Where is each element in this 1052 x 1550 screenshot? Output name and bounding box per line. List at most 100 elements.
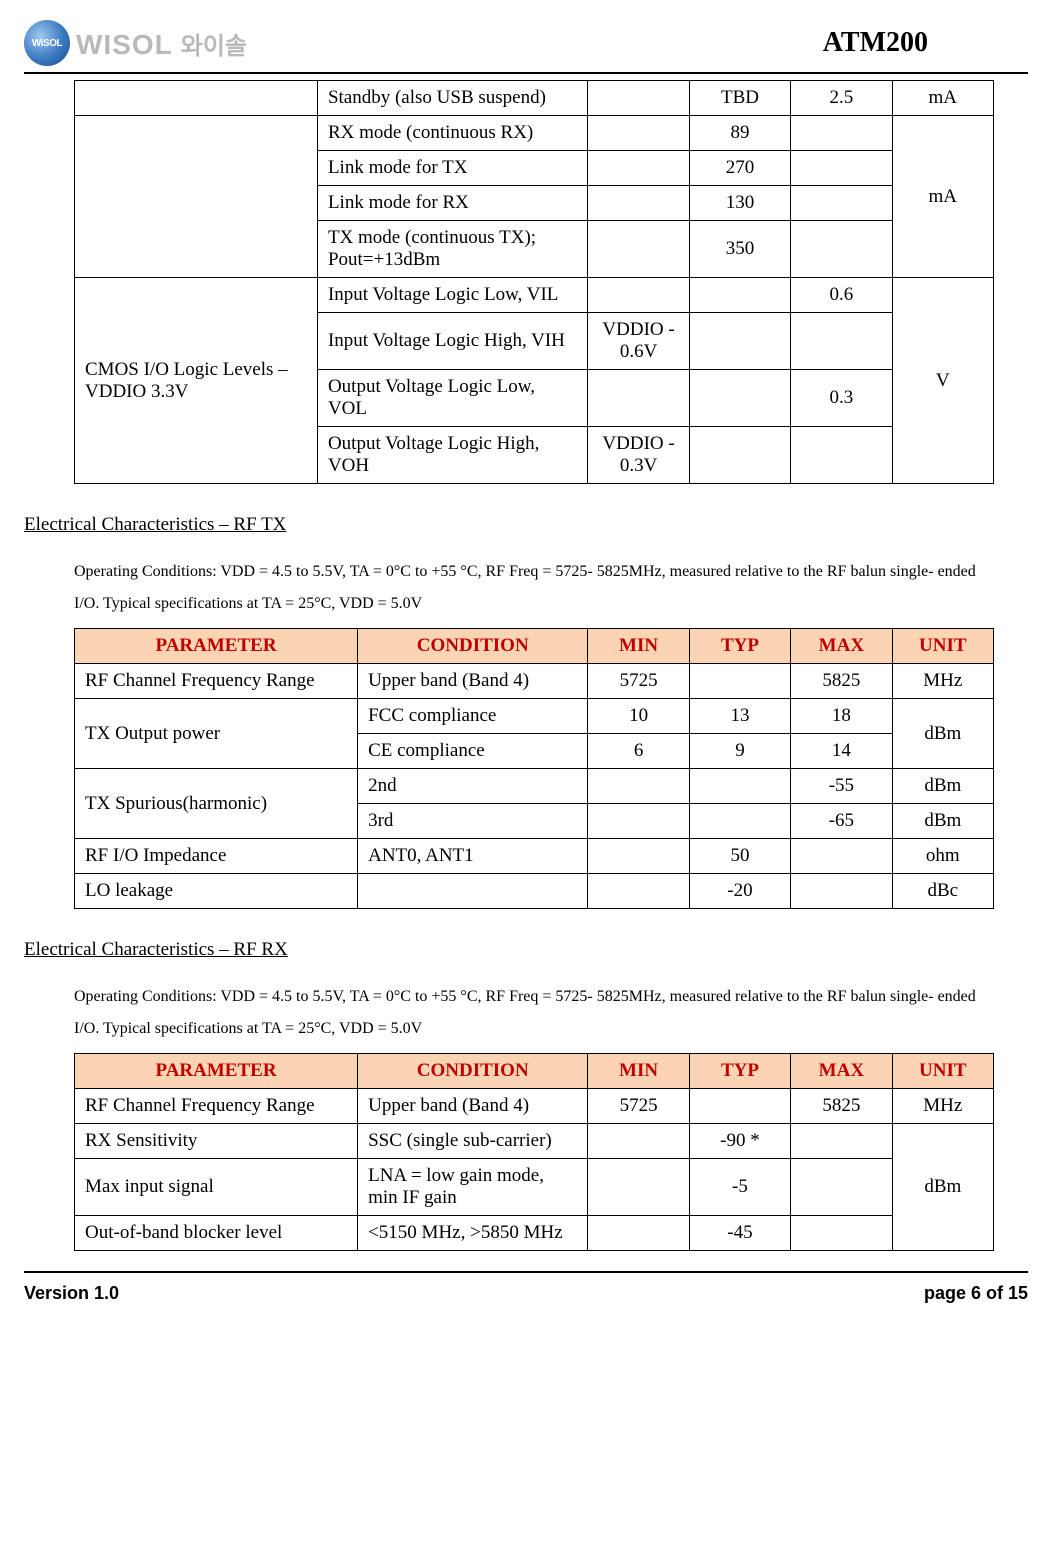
column-header: TYP xyxy=(689,1054,790,1089)
cell-min xyxy=(588,1216,689,1251)
cell-condition: Output Voltage Logic High, VOH xyxy=(317,427,587,484)
cell-max: 5825 xyxy=(791,1089,892,1124)
cell-condition: Standby (also USB suspend) xyxy=(317,81,587,116)
cell-unit: MHz xyxy=(892,664,993,699)
cell-min: 6 xyxy=(588,734,689,769)
page-number: page 6 of 15 xyxy=(924,1283,1028,1304)
cell-max: 18 xyxy=(791,699,892,734)
column-header: CONDITION xyxy=(358,1054,588,1089)
table-row: RX mode (continuous RX)89mA xyxy=(75,116,994,151)
cell-min xyxy=(588,81,689,116)
cell-condition: Link mode for TX xyxy=(317,151,587,186)
cell-typ: 9 xyxy=(689,734,790,769)
cell-max xyxy=(791,1159,892,1216)
cell-unit: mA xyxy=(892,81,993,116)
cell-min xyxy=(588,769,689,804)
cell-max: -55 xyxy=(791,769,892,804)
cell-condition xyxy=(358,874,588,909)
cell-max xyxy=(791,839,892,874)
cell-unit: dBc xyxy=(892,874,993,909)
column-header: MIN xyxy=(588,1054,689,1089)
logo-icon: WiSOL xyxy=(24,20,70,66)
conditions-rfrx: Operating Conditions: VDD = 4.5 to 5.5V,… xyxy=(74,981,1004,1045)
cell-parameter: LO leakage xyxy=(75,874,358,909)
table-row: RX SensitivitySSC (single sub-carrier) -9… xyxy=(75,1124,994,1159)
cell-max: 0.3 xyxy=(791,370,892,427)
cell-max xyxy=(791,186,892,221)
cell-unit: dBm xyxy=(892,1124,993,1251)
cell-condition: Input Voltage Logic Low, VIL xyxy=(317,278,587,313)
cell-condition: 3rd xyxy=(358,804,588,839)
cell-min: VDDIO - 0.3V xyxy=(588,427,689,484)
cell-unit: dBm xyxy=(892,769,993,804)
cell-condition: TX mode (continuous TX); Pout=+13dBm xyxy=(317,221,587,278)
cell-max xyxy=(791,427,892,484)
cell-min xyxy=(588,116,689,151)
cell-min xyxy=(588,1124,689,1159)
cell-condition: ANT0, ANT1 xyxy=(358,839,588,874)
cell-parameter xyxy=(75,116,318,278)
cell-condition: Input Voltage Logic High, VIH xyxy=(317,313,587,370)
cell-condition: LNA = low gain mode, min IF gain xyxy=(358,1159,588,1216)
cell-min xyxy=(588,370,689,427)
cell-min xyxy=(588,804,689,839)
cell-condition: Upper band (Band 4) xyxy=(358,664,588,699)
cell-parameter: CMOS I/O Logic Levels – VDDIO 3.3V xyxy=(75,278,318,484)
cell-condition: SSC (single sub-carrier) xyxy=(358,1124,588,1159)
column-header: CONDITION xyxy=(358,629,588,664)
cell-typ: -90 * xyxy=(689,1124,790,1159)
cell-max: 2.5 xyxy=(791,81,892,116)
cell-min xyxy=(588,839,689,874)
cell-min: VDDIO - 0.6V xyxy=(588,313,689,370)
cell-typ: 130 xyxy=(689,186,790,221)
page-footer: Version 1.0 page 6 of 15 xyxy=(24,1271,1028,1324)
cell-parameter: RF Channel Frequency Range xyxy=(75,664,358,699)
column-header: MAX xyxy=(791,629,892,664)
section-title-rfrx: Electrical Characteristics – RF RX xyxy=(24,939,1028,961)
cell-typ xyxy=(689,313,790,370)
cell-max xyxy=(791,1216,892,1251)
product-code: ATM200 xyxy=(823,27,1028,59)
cell-parameter: RF I/O Impedance xyxy=(75,839,358,874)
table-row: Standby (also USB suspend)TBD2.5mA xyxy=(75,81,994,116)
page-header: WiSOL WISOL 와이솔 ATM200 xyxy=(24,20,1028,74)
cell-condition: CE compliance xyxy=(358,734,588,769)
cell-min xyxy=(588,874,689,909)
cell-unit: dBm xyxy=(892,699,993,769)
table-row: Out-of-band blocker level<5150 MHz, >585… xyxy=(75,1216,994,1251)
logo-korean: 와이솔 xyxy=(181,26,247,61)
cell-max: 5825 xyxy=(791,664,892,699)
cell-parameter: RF Channel Frequency Range xyxy=(75,1089,358,1124)
column-header: MAX xyxy=(791,1054,892,1089)
cell-parameter: RX Sensitivity xyxy=(75,1124,358,1159)
cell-max xyxy=(791,874,892,909)
spec-table-rfrx: PARAMETERCONDITIONMINTYPMAXUNIT RF Chann… xyxy=(74,1053,994,1251)
cell-condition: RX mode (continuous RX) xyxy=(317,116,587,151)
cell-unit: MHz xyxy=(892,1089,993,1124)
cell-condition: 2nd xyxy=(358,769,588,804)
cell-parameter: TX Spurious(harmonic) xyxy=(75,769,358,839)
section-title-rftx: Electrical Characteristics – RF TX xyxy=(24,514,1028,536)
cell-typ xyxy=(689,278,790,313)
cell-typ: 13 xyxy=(689,699,790,734)
cell-typ: 350 xyxy=(689,221,790,278)
cell-typ: -5 xyxy=(689,1159,790,1216)
cell-typ xyxy=(689,664,790,699)
cell-condition: Upper band (Band 4) xyxy=(358,1089,588,1124)
cell-parameter: Out-of-band blocker level xyxy=(75,1216,358,1251)
cell-typ xyxy=(689,1089,790,1124)
spec-table-rftx: PARAMETERCONDITIONMINTYPMAXUNIT RF Chann… xyxy=(74,628,994,909)
cell-min xyxy=(588,221,689,278)
table-row: Max input signalLNA = low gain mode, min… xyxy=(75,1159,994,1216)
cell-min: 5725 xyxy=(588,664,689,699)
spec-table-top: Standby (also USB suspend)TBD2.5mARX mod… xyxy=(74,80,994,484)
table-row: RF Channel Frequency RangeUpper band (Ba… xyxy=(75,1089,994,1124)
cell-max xyxy=(791,221,892,278)
table-row: RF Channel Frequency RangeUpper band (Ba… xyxy=(75,664,994,699)
cell-typ: 89 xyxy=(689,116,790,151)
version-label: Version 1.0 xyxy=(24,1283,119,1304)
cell-min xyxy=(588,278,689,313)
cell-typ xyxy=(689,769,790,804)
cell-max: 14 xyxy=(791,734,892,769)
logo-wordmark: WISOL xyxy=(76,29,173,61)
